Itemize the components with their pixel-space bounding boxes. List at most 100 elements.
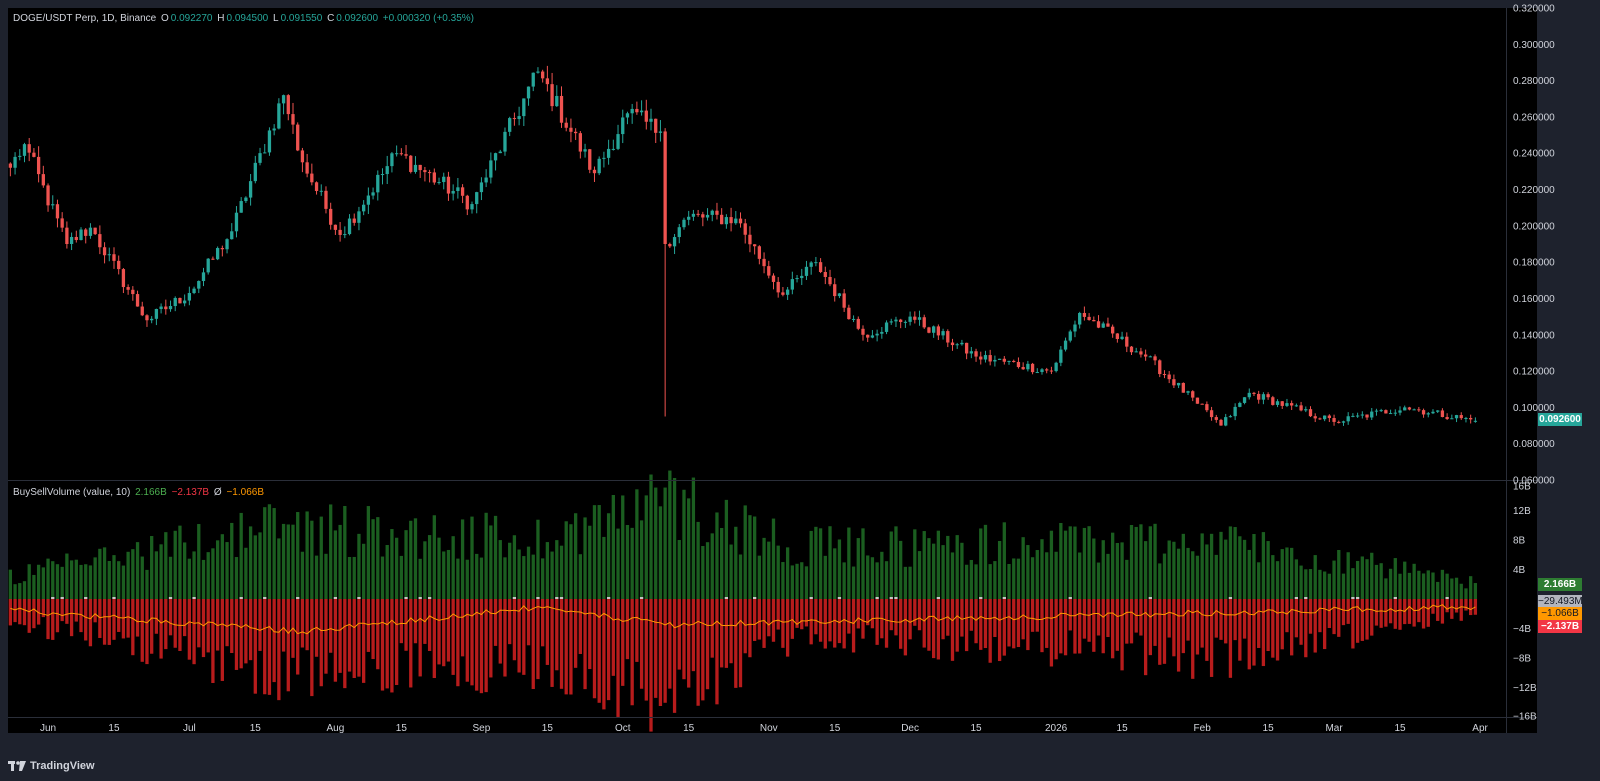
buy-volume-bar [1068, 526, 1072, 599]
volume-day [1407, 572, 1412, 624]
candle [201, 267, 206, 287]
buy-volume-bar [710, 533, 714, 599]
volume-day [456, 558, 460, 687]
sell-volume-bar [545, 599, 550, 665]
sell-volume-bar [55, 599, 60, 633]
sell-volume-bar [1111, 599, 1115, 659]
candle-body [1172, 379, 1176, 386]
candle-body [729, 217, 733, 224]
sell-volume-bar [404, 599, 408, 651]
sell-volume-bar [569, 599, 573, 695]
volume-day [1049, 530, 1054, 667]
candle-body [889, 321, 893, 323]
candle [79, 227, 83, 241]
candle [974, 348, 978, 362]
volume-day [1370, 552, 1374, 636]
sell-volume-bar [541, 599, 545, 647]
volume-day [899, 540, 903, 649]
candle [913, 311, 917, 324]
brand[interactable]: TradingView [8, 760, 95, 772]
candle-body [1191, 391, 1195, 398]
buy-volume-bar [102, 547, 107, 599]
candle [489, 152, 493, 184]
buy-volume-bar [592, 505, 597, 599]
time-tick-label: 2026 [1045, 723, 1068, 734]
volume-day [206, 552, 210, 653]
candle-body [343, 234, 347, 236]
candle-body [1148, 356, 1152, 358]
candle-body [682, 219, 686, 228]
candle [1266, 392, 1270, 400]
sell-volume-bar [74, 599, 78, 622]
delta-volume-bar [837, 597, 842, 599]
volume-day [1181, 533, 1185, 654]
sell-volume-bar [371, 599, 375, 660]
buy-volume-bar [1299, 565, 1303, 599]
candle [131, 286, 135, 301]
buy-volume-bar [493, 515, 498, 599]
buy-volume-bar [1021, 537, 1025, 599]
candle-body [917, 317, 922, 320]
buy-volume-bar [18, 583, 22, 599]
sell-volume-bar [649, 599, 653, 732]
volume-day [847, 527, 851, 634]
candle [1257, 390, 1261, 404]
volume-day [1280, 549, 1284, 650]
volume-day [1012, 558, 1016, 649]
sell-volume-bar [1464, 599, 1468, 611]
sell-volume-bar [1469, 599, 1473, 616]
candle [69, 232, 74, 251]
buy-volume-bar [69, 560, 74, 599]
candle-body [1002, 358, 1006, 362]
candle [41, 165, 45, 188]
candle-body [390, 153, 394, 167]
sell-volume-bar [611, 599, 615, 676]
candle-body [1205, 404, 1209, 411]
candle [1407, 406, 1412, 411]
sell-volume-bar [729, 599, 733, 664]
sell-volume-bar [1224, 599, 1228, 644]
candle [988, 349, 992, 366]
candle-body [616, 134, 620, 149]
volume-day [32, 574, 36, 629]
sell-volume-bar [531, 599, 535, 690]
candle-body [409, 155, 413, 172]
candle-body [866, 334, 870, 338]
volume-day [748, 515, 752, 658]
sell-volume-bar [1167, 599, 1171, 638]
candle [74, 230, 78, 243]
candles-layer [8, 65, 1478, 427]
sell-volume-bar [696, 599, 700, 706]
candle [701, 211, 705, 227]
buy-volume-bar [168, 556, 173, 599]
price-tick-label: 0.260000 [1513, 112, 1555, 123]
buy-volume-bar [588, 525, 592, 599]
candle-body [107, 254, 111, 256]
sell-volume-bar [65, 599, 69, 624]
candle-body [1106, 323, 1110, 327]
price-tick-label: 0.120000 [1513, 367, 1555, 378]
sell-volume-bar [135, 599, 140, 637]
buy-volume-bar [545, 542, 550, 599]
volume-day [69, 560, 74, 637]
sell-volume-bar [413, 599, 418, 644]
candle [536, 67, 540, 74]
candle-body [1454, 415, 1459, 419]
candle [1120, 331, 1124, 341]
candle [65, 221, 69, 249]
volume-day [913, 529, 917, 626]
candle-body [65, 227, 69, 244]
time-tick-label: Apr [1472, 723, 1488, 734]
buy-volume-bar [1417, 570, 1421, 599]
candle-body [932, 326, 936, 333]
candle [1469, 414, 1473, 424]
volume-day [672, 477, 677, 713]
volume-day [988, 564, 992, 663]
candle-body [1337, 421, 1341, 423]
candle [1365, 414, 1369, 421]
sell-volume-bar [842, 599, 846, 649]
candle [517, 106, 521, 126]
buy-volume-bar [333, 530, 338, 599]
volume-day [734, 526, 738, 688]
